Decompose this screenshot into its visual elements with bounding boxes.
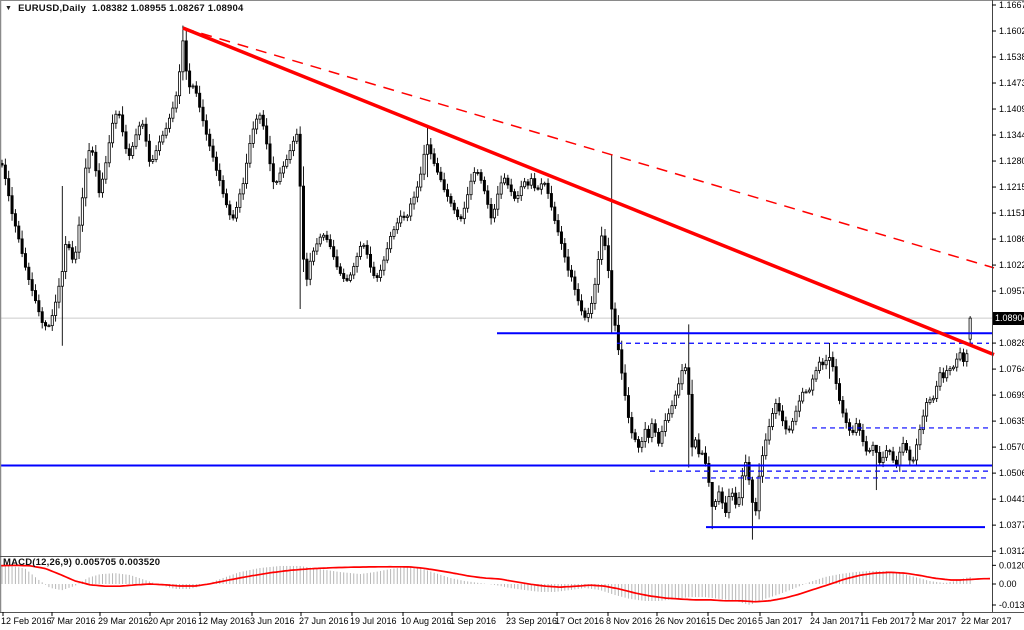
price-tick-label: 1.06350	[999, 416, 1024, 426]
date-tick-label: 3 Jun 2016	[250, 616, 295, 626]
trendlines[interactable]	[182, 26, 995, 357]
date-tick-label: 23 Sep 2016	[506, 616, 557, 626]
macd-indicator-label: MACD(12,26,9) 0.005705 0.003520	[3, 557, 161, 568]
date-tick-label: 2 Mar 2017	[911, 616, 957, 626]
price-tick-label: 1.04415	[999, 494, 1024, 504]
price-axis	[992, 4, 996, 552]
chart-title: ▼ EURUSD,Daily 1.08382 1.08955 1.08267 1…	[5, 3, 244, 14]
price-tick-label: 1.09575	[999, 286, 1024, 296]
price-tick-label: 1.11510	[999, 208, 1024, 218]
price-tick-label: 1.03770	[999, 520, 1024, 530]
date-tick-label: 17 Oct 2016	[555, 616, 604, 626]
date-tick-label: 12 May 2016	[198, 616, 250, 626]
price-tick-label: 1.14090	[999, 104, 1024, 114]
current-price-badge: 1.08904	[993, 312, 1024, 325]
date-tick-label: 15 Dec 2016	[706, 616, 757, 626]
price-tick-label: 1.06995	[999, 390, 1024, 400]
date-tick-label: 20 Apr 2016	[148, 616, 197, 626]
date-tick-label: 10 Aug 2016	[401, 616, 452, 626]
trendline-dashed	[182, 27, 995, 269]
date-tick-label: 1 Sep 2016	[450, 616, 496, 626]
price-tick-label: 1.03125	[999, 546, 1024, 556]
macd-tick-label: 0.012013	[999, 560, 1024, 570]
price-tick-label: 1.05705	[999, 442, 1024, 452]
price-tick-label: 1.16025	[999, 26, 1024, 36]
date-tick-label: 22 Mar 2017	[961, 616, 1012, 626]
trendline-main	[182, 26, 995, 357]
macd-pane	[0, 564, 991, 605]
price-tick-label: 1.10220	[999, 260, 1024, 270]
date-tick-label: 7 Mar 2016	[50, 616, 96, 626]
date-tick-label: 8 Nov 2016	[606, 616, 652, 626]
date-tick-label: 11 Feb 2017	[860, 616, 910, 626]
price-tick-label: 1.15380	[999, 52, 1024, 62]
price-tick-label: 1.10865	[999, 234, 1024, 244]
macd-tick-label: 0.00	[999, 579, 1017, 589]
price-tick-label: 1.12155	[999, 182, 1024, 192]
date-tick-label: 19 Jul 2016	[350, 616, 397, 626]
price-tick-label: 1.12800	[999, 156, 1024, 166]
date-tick-label: 26 Nov 2016	[655, 616, 706, 626]
macd-tick-label: -0.013513	[999, 600, 1024, 610]
candles	[0, 25, 972, 540]
symbol-dropdown-icon[interactable]: ▼	[5, 5, 13, 12]
price-tick-label: 1.07640	[999, 364, 1024, 374]
date-tick-label: 24 Jan 2017	[810, 616, 860, 626]
price-tick-label: 1.13445	[999, 130, 1024, 140]
chart-title-symbol: EURUSD,Daily	[18, 3, 87, 14]
price-tick-label: 1.05060	[999, 468, 1024, 478]
chart-title-ohlc: 1.08382 1.08955 1.08267 1.08904	[92, 3, 244, 14]
date-tick-label: 12 Feb 2016	[1, 616, 52, 626]
date-tick-label: 5 Jan 2017	[758, 616, 803, 626]
price-tick-label: 1.14735	[999, 78, 1024, 88]
macd-axis	[992, 564, 996, 606]
price-tick-label: 1.08285	[999, 338, 1024, 348]
date-tick-label: 27 Jun 2016	[299, 616, 349, 626]
price-levels[interactable]	[0, 332, 992, 529]
macd-signal-line	[0, 564, 991, 603]
pane-borders	[0, 0, 1024, 613]
date-tick-label: 29 Mar 2016	[98, 616, 149, 626]
price-tick-label: 1.16670	[999, 0, 1024, 10]
date-axis	[2, 612, 964, 616]
